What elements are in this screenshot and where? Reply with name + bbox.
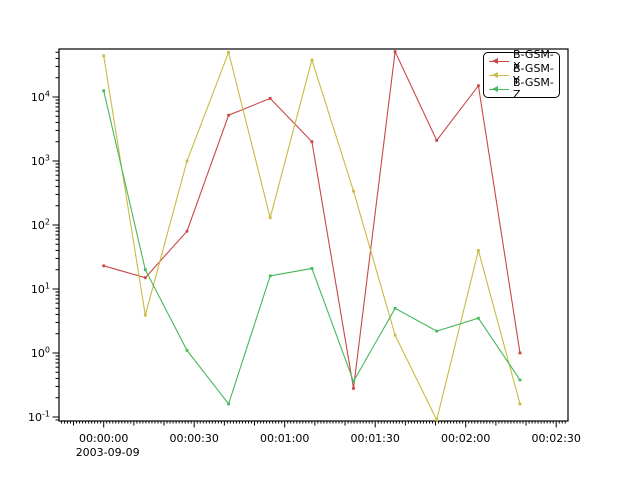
legend-marker-icon — [492, 85, 498, 92]
data-point-B-GSM-Y — [518, 402, 522, 406]
legend-line-icon — [489, 56, 509, 67]
data-point-B-GSM-Z — [393, 306, 397, 310]
legend-line — [489, 60, 509, 63]
data-point-B-GSM-Y — [435, 418, 439, 422]
data-point-B-GSM-X — [102, 264, 106, 268]
legend: B-GSM-X B-GSM-Y B-GSM-Z — [483, 49, 560, 101]
y-tick-label: 102 — [31, 217, 50, 232]
data-point-B-GSM-Z — [352, 380, 355, 383]
legend-label: B-GSM-Z — [513, 76, 554, 101]
y-tick-label: 100 — [31, 345, 50, 360]
data-point-B-GSM-X — [268, 97, 272, 100]
y-tick-label: 101 — [31, 281, 50, 296]
series-line-B-GSM-X — [103, 49, 521, 389]
data-point-B-GSM-X — [310, 140, 314, 144]
legend-label: B-GSM-X — [513, 48, 554, 73]
legend-entry-bgsmz: B-GSM-Z — [489, 77, 559, 101]
data-point-B-GSM-Y — [352, 189, 355, 193]
data-point-B-GSM-X — [143, 276, 147, 280]
x-tick-label: 00:01:30 — [350, 432, 399, 445]
legend-line — [489, 74, 509, 77]
data-point-B-GSM-Y — [477, 249, 480, 252]
x-tick-label: 00:02:30 — [532, 432, 581, 445]
x-tick-label: 00:00:00 — [79, 432, 128, 445]
data-point-B-GSM-Z — [435, 329, 439, 333]
data-point-B-GSM-Y — [185, 159, 189, 163]
legend-marker-icon — [492, 57, 498, 64]
data-point-B-GSM-Z — [143, 268, 147, 272]
data-point-B-GSM-Z — [185, 349, 189, 352]
legend-entry-bgsmx: B-GSM-X — [489, 49, 559, 73]
data-point-B-GSM-X — [435, 139, 439, 142]
legend-line — [489, 88, 509, 91]
x-axis-date-label: 2003-09-09 — [76, 446, 140, 459]
data-point-B-GSM-Y — [102, 54, 106, 58]
x-tick-label: 00:02:00 — [441, 432, 490, 445]
data-point-B-GSM-Y — [393, 333, 397, 337]
y-tick-label: 104 — [31, 89, 50, 104]
data-point-B-GSM-X — [185, 229, 189, 233]
legend-label: B-GSM-Y — [513, 62, 554, 87]
data-point-B-GSM-Z — [102, 89, 106, 93]
legend-line-icon — [489, 84, 509, 95]
data-point-B-GSM-X — [227, 113, 230, 117]
series-line-B-GSM-Y — [103, 50, 521, 422]
data-point-B-GSM-X — [477, 84, 480, 88]
data-point-B-GSM-Y — [268, 216, 272, 220]
data-point-B-GSM-Z — [227, 402, 230, 406]
x-tick-label: 00:00:30 — [169, 432, 218, 445]
data-point-B-GSM-X — [393, 50, 397, 54]
data-point-B-GSM-Z — [268, 274, 272, 278]
data-point-B-GSM-Y — [143, 313, 147, 317]
data-point-B-GSM-Y — [310, 58, 314, 62]
data-point-B-GSM-Z — [477, 316, 480, 320]
data-point-B-GSM-Z — [518, 378, 522, 382]
legend-marker-icon — [492, 71, 498, 78]
y-tick-label: 10-1 — [28, 409, 50, 424]
data-point-B-GSM-X — [518, 351, 522, 355]
legend-line-icon — [489, 70, 509, 81]
data-point-B-GSM-Y — [227, 50, 230, 54]
x-tick-label: 00:01:00 — [260, 432, 309, 445]
data-point-B-GSM-Z — [310, 267, 314, 270]
series-line-B-GSM-Z — [103, 90, 521, 406]
plot-border — [58, 48, 569, 422]
legend-entry-bgsmy: B-GSM-Y — [489, 63, 559, 87]
y-tick-label: 103 — [31, 153, 50, 168]
data-point-B-GSM-X — [352, 387, 355, 390]
